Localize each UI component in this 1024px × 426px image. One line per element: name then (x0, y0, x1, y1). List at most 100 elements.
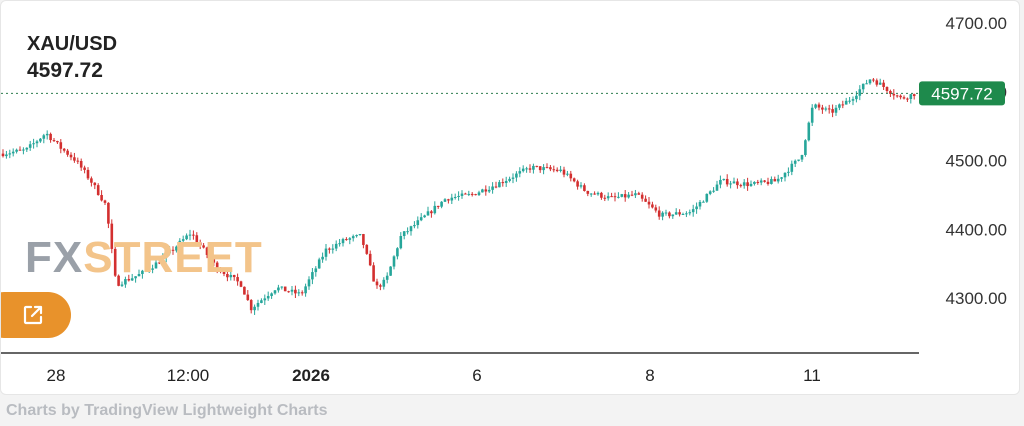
candle-up (504, 180, 508, 184)
candle-down (494, 186, 498, 188)
candle-up (423, 215, 426, 218)
candle-up (134, 276, 137, 279)
candle-down (436, 205, 440, 207)
candle-up (154, 262, 158, 269)
candle-up (270, 293, 273, 297)
candle-up (266, 296, 270, 299)
candle-down (562, 169, 566, 175)
candle-up (742, 182, 746, 186)
candle-down (569, 173, 573, 179)
candle-down (236, 277, 239, 282)
candle-up (770, 179, 773, 184)
candle-down (83, 167, 86, 170)
candle-up (22, 149, 25, 151)
candle-up (392, 256, 396, 267)
candle-down (76, 160, 80, 162)
candle-down (56, 141, 59, 143)
candle-up (695, 206, 698, 210)
candle-up (589, 193, 593, 195)
candle-up (787, 171, 790, 173)
candle-down (763, 180, 766, 182)
candle-up (708, 191, 712, 194)
candle-down (73, 157, 76, 161)
candle-up (290, 289, 294, 292)
candle-up (698, 201, 702, 207)
candle-down (368, 253, 372, 266)
candle-down (90, 178, 93, 183)
candle-down (243, 286, 246, 295)
candle-up (460, 193, 464, 196)
candle-up (253, 306, 256, 311)
candle-down (362, 234, 365, 245)
candle-up (382, 279, 386, 287)
candle-up (634, 193, 637, 196)
candle-down (773, 179, 777, 182)
candle-up (467, 193, 471, 195)
candle-down (678, 212, 681, 215)
candle-up (719, 179, 722, 185)
candle-down (117, 275, 120, 286)
candle-down (171, 249, 175, 251)
candle-up (858, 89, 862, 96)
candle-up (39, 138, 42, 142)
candles-layer (1, 77, 916, 315)
candle-up (844, 100, 848, 105)
candle-down (18, 149, 22, 151)
candle-down (725, 178, 729, 185)
candle-up (868, 79, 872, 84)
candle-down (841, 104, 845, 106)
candle-up (188, 234, 192, 236)
candle-down (365, 244, 369, 254)
candle-up (606, 196, 610, 199)
candle-up (753, 181, 756, 184)
candle-down (572, 178, 576, 182)
candle-down (827, 108, 831, 110)
candle-down (328, 248, 331, 250)
candle-down (100, 194, 103, 201)
candle-up (909, 94, 913, 99)
candle-down (651, 204, 654, 208)
candle-down (202, 245, 205, 248)
logo-fx: FX (25, 233, 84, 282)
candle-up (406, 231, 409, 233)
candle-down (736, 181, 739, 186)
candle-up (627, 194, 630, 198)
candle-up (865, 83, 868, 85)
candle-up (8, 153, 12, 155)
candle-down (96, 185, 100, 195)
candle-down (895, 95, 899, 97)
candle-up (878, 82, 882, 85)
candle-up (749, 183, 753, 187)
candle-down (1, 153, 5, 157)
candle-up (137, 274, 141, 277)
candle-up (263, 298, 267, 301)
candle-down (821, 107, 824, 110)
candle-down (93, 182, 97, 186)
candle-up (42, 135, 46, 139)
candle-down (294, 289, 297, 294)
candle-up (341, 239, 345, 244)
candle-down (637, 193, 641, 195)
candle-down (62, 148, 66, 151)
candle-up (280, 286, 284, 288)
candle-down (872, 79, 875, 81)
candle-up (511, 177, 515, 179)
x-tick-label: 12:00 (167, 366, 210, 385)
candle-down (668, 212, 671, 217)
share-button[interactable] (1, 292, 71, 338)
candle-up (185, 235, 188, 240)
x-tick-label: 6 (472, 366, 481, 385)
candle-up (759, 180, 763, 183)
candle-down (79, 160, 83, 168)
candle-down (528, 168, 532, 170)
candle-up (722, 178, 726, 180)
candle-up (164, 253, 168, 258)
candle-up (848, 100, 851, 102)
candle-down (198, 242, 202, 246)
tradingview-credit[interactable]: Charts by TradingView Lightweight Charts (6, 402, 328, 419)
candle-up (5, 154, 8, 157)
candle-down (209, 254, 212, 260)
candle-up (783, 172, 787, 178)
candle-up (691, 209, 695, 213)
